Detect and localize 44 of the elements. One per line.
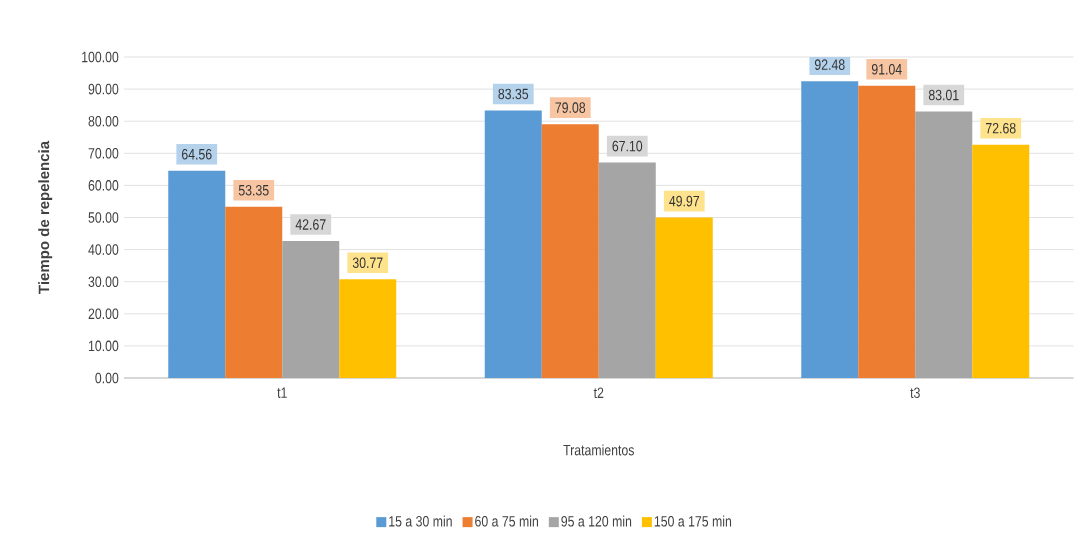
data-label: 92.48 — [814, 59, 845, 70]
legend-label: 150 a 175 min — [654, 515, 732, 527]
y-tick-label: 10.00 — [88, 340, 119, 352]
data-label: 79.08 — [555, 102, 586, 113]
x-tick-label: t2 — [593, 387, 604, 399]
y-tick-label: 90.00 — [88, 83, 119, 95]
bar — [655, 217, 713, 378]
data-label: 30.77 — [352, 257, 383, 269]
y-axis-title: Tiempo de repelencia — [38, 140, 53, 294]
bar — [225, 206, 283, 378]
y-tick-label: 100.00 — [82, 51, 119, 63]
bar — [339, 279, 397, 378]
data-label: 42.67 — [295, 219, 326, 230]
y-tick-label: 0.00 — [95, 372, 119, 384]
data-label: 53.35 — [238, 184, 269, 196]
y-tick-label: 70.00 — [88, 147, 119, 159]
legend-label: 95 a 120 min — [561, 515, 632, 527]
data-label: 91.04 — [871, 63, 902, 75]
bar — [972, 144, 1030, 378]
data-label: 83.35 — [498, 88, 529, 100]
data-label: 72.68 — [986, 122, 1016, 134]
data-label: 83.01 — [928, 89, 959, 101]
x-axis-title: Tratamientos — [563, 444, 634, 456]
data-label: 49.97 — [669, 195, 700, 207]
bar — [598, 162, 656, 378]
bar — [484, 110, 542, 378]
bar — [801, 81, 859, 378]
x-tick-label: t3 — [910, 387, 920, 399]
bar — [541, 124, 599, 378]
y-tick-label: 50.00 — [88, 212, 119, 223]
y-tick-label: 30.00 — [88, 276, 119, 287]
legend-label: 60 a 75 min — [475, 515, 539, 527]
y-tick-label: 60.00 — [88, 180, 119, 191]
legend-label: 15 a 30 min — [389, 515, 452, 527]
x-tick-label: t1 — [277, 387, 287, 398]
y-tick-label: 80.00 — [88, 115, 119, 127]
y-tick-label: 20.00 — [88, 308, 119, 320]
bar — [858, 85, 916, 378]
bar — [282, 241, 340, 378]
data-label: 64.56 — [181, 148, 212, 160]
y-tick-label: 40.00 — [88, 244, 119, 255]
data-label: 67.10 — [612, 140, 643, 152]
bar — [168, 170, 226, 378]
bar — [915, 111, 973, 378]
